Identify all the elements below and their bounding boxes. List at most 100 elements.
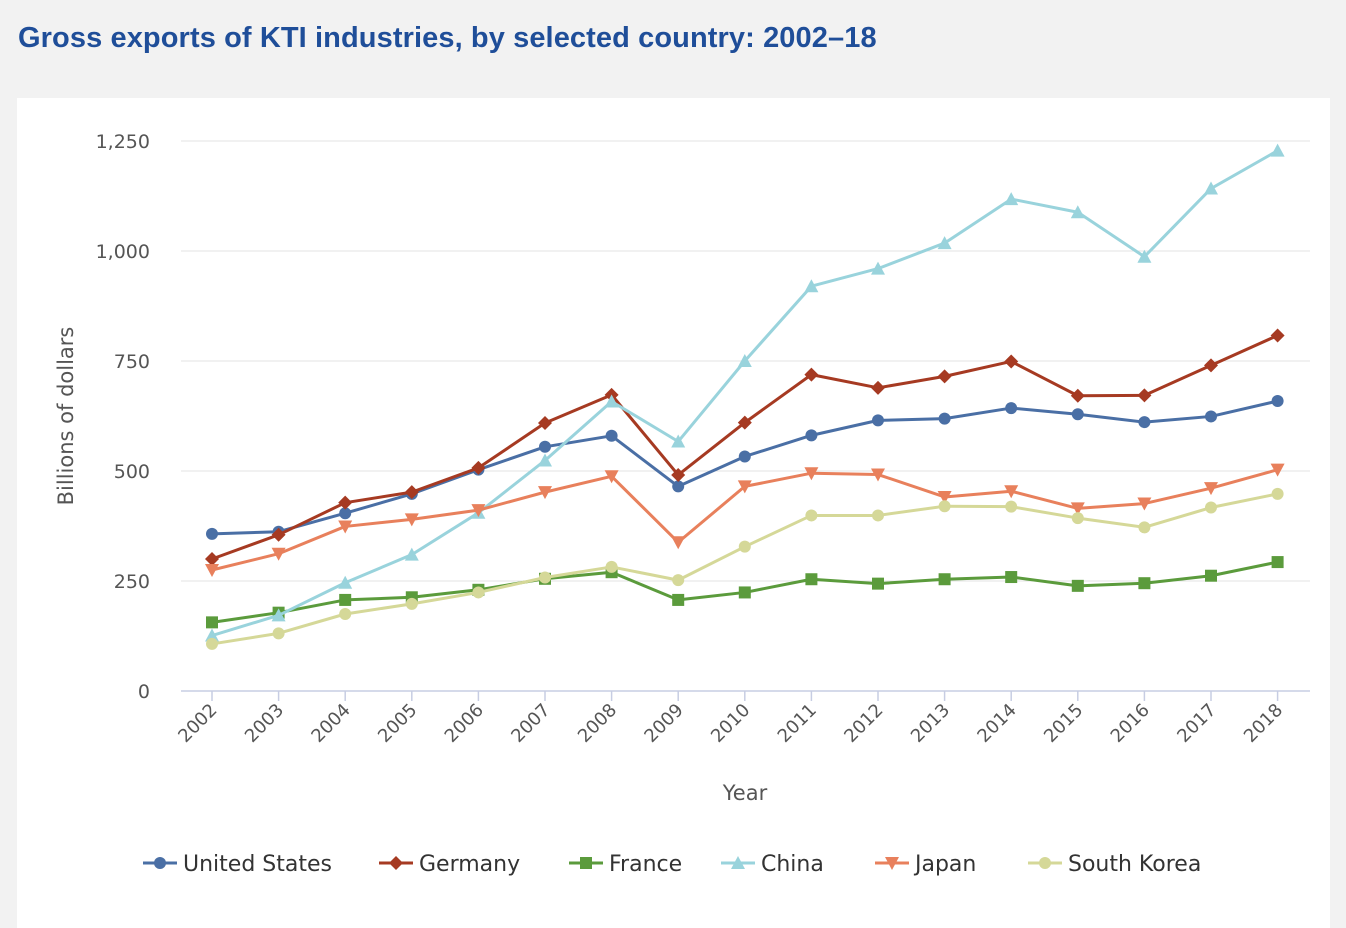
data-point: [338, 495, 353, 510]
data-point: [1271, 556, 1284, 569]
data-point: [404, 547, 419, 561]
legend-item-france[interactable]: France: [569, 852, 682, 877]
x-axis-title: Year: [722, 781, 768, 805]
data-point: [805, 573, 818, 586]
data-point: [405, 597, 418, 610]
series-south-korea: [206, 487, 1284, 650]
data-point: [154, 857, 166, 869]
data-point: [804, 467, 819, 481]
data-point: [538, 416, 552, 431]
data-point: [871, 380, 885, 395]
data-point: [539, 440, 551, 453]
legend-label: South Korea: [1068, 852, 1201, 877]
data-point: [805, 509, 818, 522]
data-point: [738, 540, 751, 553]
data-point: [1137, 497, 1152, 511]
y-axis-title: Billions of dollars: [54, 327, 78, 506]
x-tick-label: 2010: [707, 700, 754, 747]
data-point: [205, 552, 219, 566]
x-tick-label: 2009: [640, 700, 687, 747]
data-point: [1070, 388, 1085, 403]
data-point: [938, 573, 951, 586]
legend-item-china[interactable]: China: [721, 852, 824, 877]
data-point: [804, 367, 819, 382]
data-point: [1205, 501, 1217, 514]
legend-label: France: [609, 852, 682, 877]
y-tick-label: 500: [114, 461, 150, 483]
x-tick-label: 2003: [241, 700, 288, 747]
data-point: [271, 547, 286, 561]
legend-item-united-states[interactable]: United States: [143, 852, 332, 877]
data-point: [472, 586, 485, 599]
data-point: [604, 470, 619, 484]
series-line: [211, 334, 1279, 561]
x-tick-label: 2013: [907, 700, 954, 747]
chart-card: 0 250 500 750 1,000 1,250 2002 2003 2004 2005 200…: [17, 98, 1330, 928]
series-united-states: [206, 395, 1284, 540]
series-germany: [205, 328, 1285, 566]
data-point: [271, 608, 286, 622]
x-axis-ticks: 2002 2003 2004 2005 2006 2007 2008 2009 2010 2011…: [174, 691, 1287, 747]
data-point: [737, 354, 752, 367]
data-point: [1004, 192, 1019, 206]
data-point: [938, 412, 951, 425]
data-point: [871, 468, 885, 482]
legend-item-germany[interactable]: Germany: [379, 852, 520, 877]
data-point: [671, 536, 686, 550]
data-point: [1070, 502, 1085, 516]
data-point: [738, 450, 751, 463]
data-point: [206, 527, 218, 540]
data-point: [1039, 857, 1051, 869]
data-point: [205, 628, 219, 642]
legend-item-south-korea[interactable]: South Korea: [1028, 852, 1201, 877]
data-point: [937, 490, 952, 504]
data-point: [1270, 143, 1285, 157]
data-point: [1004, 354, 1019, 369]
data-point: [538, 453, 552, 467]
data-point: [672, 593, 685, 606]
x-tick-label: 2018: [1240, 700, 1287, 747]
y-tick-label: 750: [114, 351, 150, 373]
data-point: [605, 560, 618, 573]
legend-label: Japan: [913, 852, 976, 877]
data-point: [805, 429, 818, 442]
data-point: [1270, 463, 1285, 477]
data-point: [804, 279, 819, 293]
x-tick-label: 2005: [374, 700, 421, 747]
data-point: [205, 564, 219, 577]
y-tick-label: 1,000: [96, 241, 150, 263]
data-point: [338, 520, 353, 534]
series-group: [205, 143, 1285, 650]
x-tick-label: 2006: [441, 700, 488, 747]
data-point: [938, 500, 951, 513]
data-point: [539, 571, 551, 584]
data-point: [731, 856, 745, 869]
data-point: [1204, 181, 1218, 195]
legend-label: United States: [183, 852, 332, 877]
data-point: [872, 414, 884, 427]
data-point: [338, 575, 353, 589]
data-point: [404, 485, 419, 500]
data-point: [339, 593, 352, 606]
data-point: [672, 574, 685, 587]
data-point: [389, 856, 403, 870]
data-point: [937, 236, 952, 250]
x-tick-label: 2011: [774, 700, 821, 747]
y-tick-label: 250: [114, 571, 150, 593]
series-line: [211, 492, 1278, 646]
data-point: [404, 513, 419, 527]
data-point: [871, 261, 885, 275]
data-point: [1270, 328, 1285, 343]
legend-item-japan[interactable]: Japan: [875, 852, 976, 877]
data-point: [1205, 410, 1217, 423]
legend[interactable]: United States Germany France China Japan Sout…: [143, 852, 1201, 877]
x-tick-label: 2002: [174, 700, 221, 747]
data-point: [872, 509, 884, 522]
data-point: [339, 608, 352, 620]
legend-label: Germany: [419, 852, 520, 877]
data-point: [1204, 358, 1218, 373]
y-tick-label: 0: [138, 681, 150, 703]
data-point: [1271, 487, 1284, 500]
data-point: [737, 480, 752, 494]
data-point: [1071, 408, 1084, 421]
